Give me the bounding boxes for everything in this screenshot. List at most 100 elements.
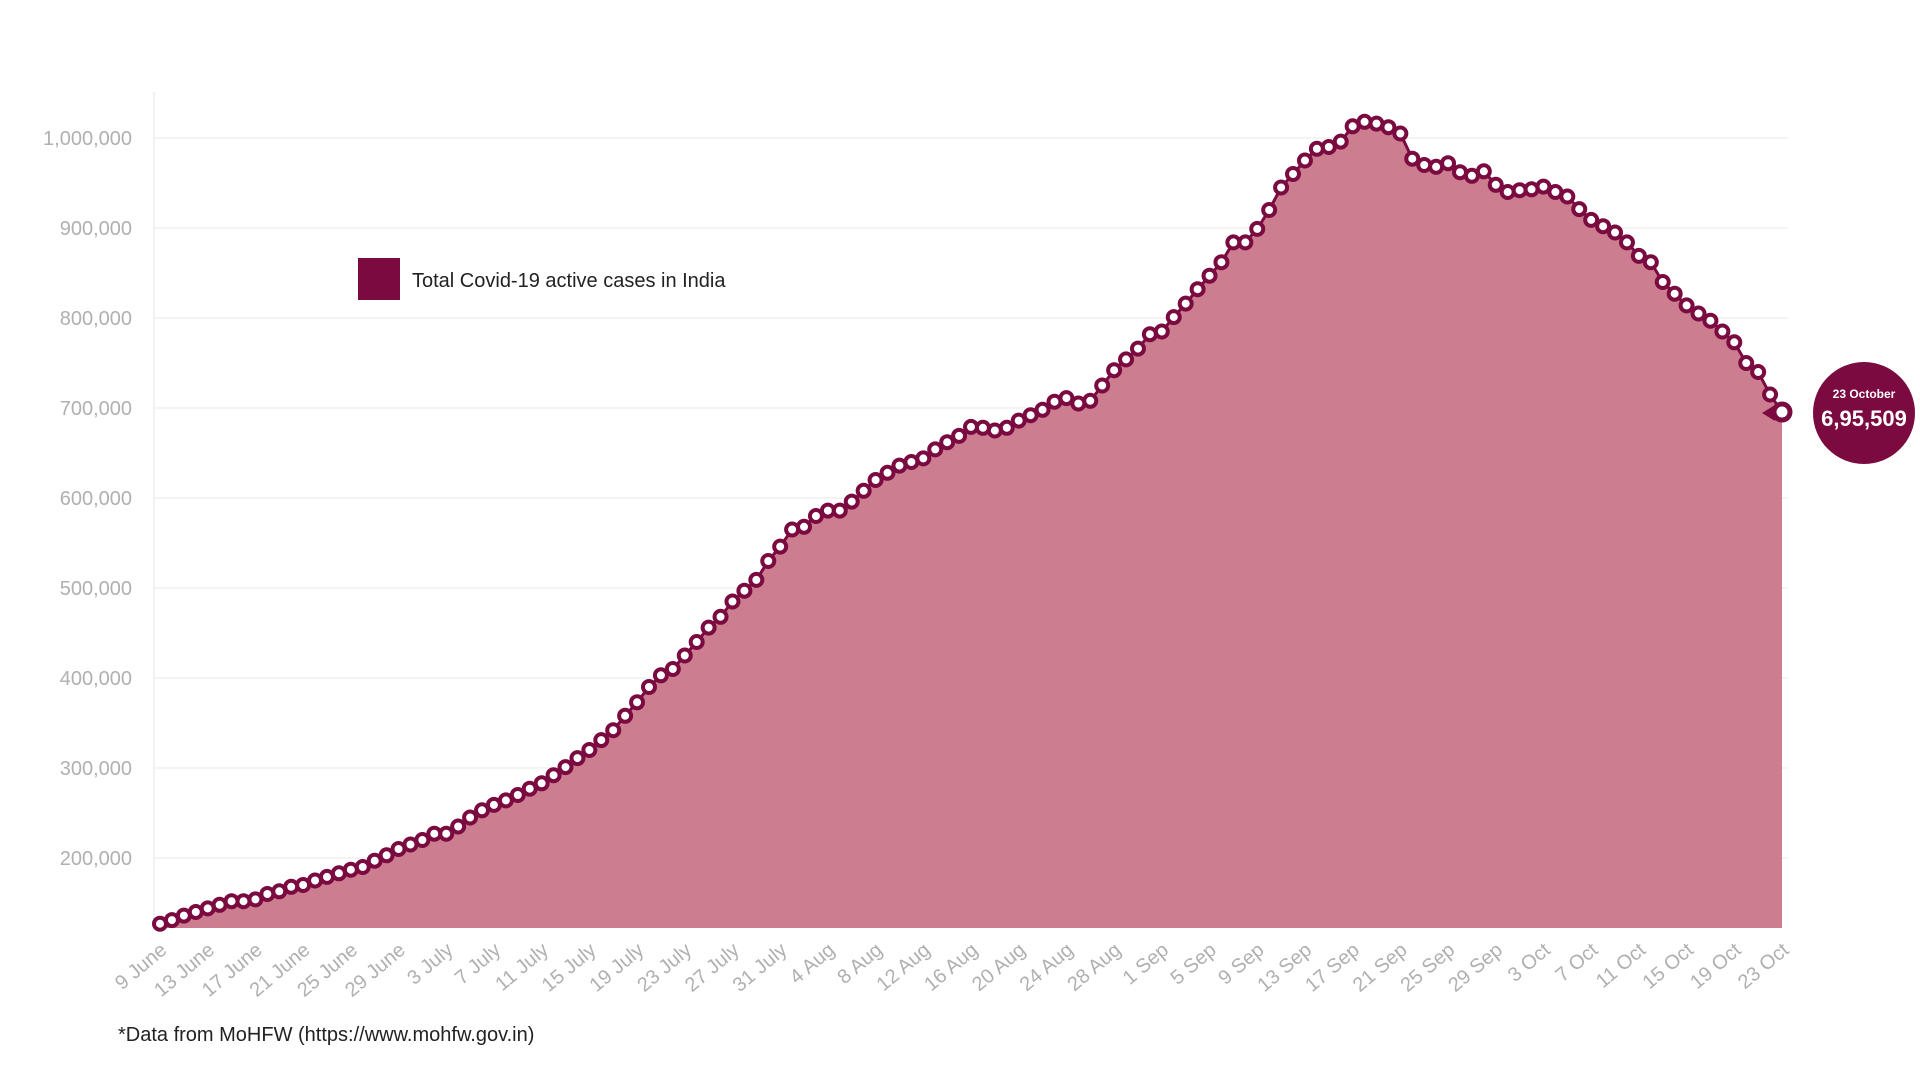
x-tick-label: 20 Aug <box>968 939 1030 996</box>
data-point <box>581 742 598 758</box>
data-point <box>1690 305 1707 322</box>
data-point <box>1380 119 1397 136</box>
data-point <box>1010 412 1027 429</box>
x-tick-label: 27 July <box>681 939 744 997</box>
data-point <box>831 502 848 519</box>
data-point <box>843 493 860 510</box>
y-tick-label: 600,000 <box>60 488 132 510</box>
data-point <box>1487 176 1504 193</box>
data-point <box>1201 267 1218 284</box>
last-data-point <box>1771 401 1793 423</box>
data-point <box>247 891 264 908</box>
x-tick-label: 15 July <box>538 939 601 997</box>
data-point <box>1177 295 1194 312</box>
y-tick-label: 500,000 <box>60 578 132 600</box>
data-source-note: *Data from MoHFW (https://www.mohfw.gov.… <box>118 1024 535 1046</box>
x-tick-label: 23 July <box>633 939 696 997</box>
data-point <box>354 859 371 875</box>
x-tick-label: 16 Aug <box>920 939 982 996</box>
data-point <box>1714 323 1731 340</box>
data-point <box>1082 392 1099 409</box>
data-point <box>1153 323 1170 340</box>
data-point <box>748 571 765 588</box>
data-point <box>569 750 586 767</box>
data-point <box>1058 390 1075 407</box>
data-point <box>1106 362 1123 379</box>
data-point <box>438 825 455 842</box>
legend-swatch <box>358 258 400 300</box>
y-axis: 200,000 300,000 400,000 500,000 600,000 700,0… <box>43 128 132 870</box>
data-point <box>1022 407 1039 424</box>
x-tick-label: 29 Sep <box>1444 939 1507 997</box>
data-point <box>533 775 550 792</box>
x-tick-label: 21 Sep <box>1349 939 1412 997</box>
x-tick-label: 3 Oct <box>1504 939 1555 987</box>
data-point <box>652 667 669 684</box>
x-tick-label: 19 July <box>586 939 649 997</box>
data-point <box>1332 133 1349 150</box>
last-value-callout: 23 October 6,95,509 <box>1762 362 1915 464</box>
data-point <box>1165 309 1182 326</box>
data-point <box>1583 211 1600 228</box>
callout-date: 23 October <box>1833 387 1896 401</box>
data-point <box>1261 202 1278 218</box>
data-point <box>688 634 705 650</box>
data-point <box>855 482 872 499</box>
data-point <box>521 780 538 797</box>
data-point <box>1189 281 1206 298</box>
data-point <box>1094 377 1111 394</box>
x-tick-label: 24 Aug <box>1016 939 1078 996</box>
y-tick-label: 800,000 <box>60 308 132 330</box>
data-point <box>939 434 956 451</box>
data-point <box>1404 150 1421 167</box>
data-point <box>1249 220 1266 237</box>
data-point <box>605 722 622 739</box>
x-tick-label: 5 Sep <box>1167 939 1221 989</box>
data-point <box>593 732 610 749</box>
data-point <box>1666 285 1683 302</box>
data-point <box>1273 179 1290 196</box>
x-tick-label: 12 Aug <box>873 939 935 996</box>
data-point <box>1296 152 1313 169</box>
data-point <box>1392 125 1409 142</box>
data-point <box>1618 234 1635 251</box>
data-point <box>557 759 574 776</box>
data-point <box>879 464 896 481</box>
data-point <box>915 450 932 467</box>
data-point <box>724 593 741 610</box>
y-tick-label: 1,000,000 <box>43 128 132 150</box>
data-point <box>462 809 479 826</box>
data-point <box>414 832 431 848</box>
data-point <box>1559 188 1576 205</box>
data-point <box>1702 312 1719 329</box>
data-point <box>927 441 944 458</box>
x-tick-label: 3 July <box>403 939 457 989</box>
x-tick-label: 28 Aug <box>1063 939 1125 996</box>
data-point <box>1535 178 1552 195</box>
data-point <box>807 508 824 524</box>
data-point <box>1642 254 1659 271</box>
data-point <box>617 707 634 724</box>
data-point <box>700 619 717 636</box>
data-point <box>1726 334 1743 351</box>
x-tick-label: 19 Oct <box>1686 939 1746 994</box>
data-point <box>1678 297 1695 314</box>
data-point <box>1738 355 1755 371</box>
active-cases-area <box>160 121 1782 929</box>
data-point <box>1571 201 1588 218</box>
area-layer <box>159 120 1784 929</box>
data-point <box>1475 163 1492 180</box>
data-point <box>772 538 789 555</box>
data-point <box>629 694 646 711</box>
data-point <box>1762 386 1779 403</box>
data-point <box>1607 224 1624 241</box>
legend: Total Covid-19 active cases in India <box>358 258 726 300</box>
data-point <box>664 661 681 677</box>
data-point <box>545 767 562 784</box>
data-point <box>951 427 968 444</box>
callout-bubble <box>1813 362 1915 464</box>
data-point <box>1630 247 1647 264</box>
data-point <box>998 419 1015 436</box>
